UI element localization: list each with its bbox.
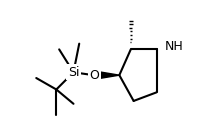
Polygon shape [93,71,119,79]
Text: Si: Si [68,66,79,79]
Text: O: O [89,69,99,82]
Text: NH: NH [165,40,184,53]
